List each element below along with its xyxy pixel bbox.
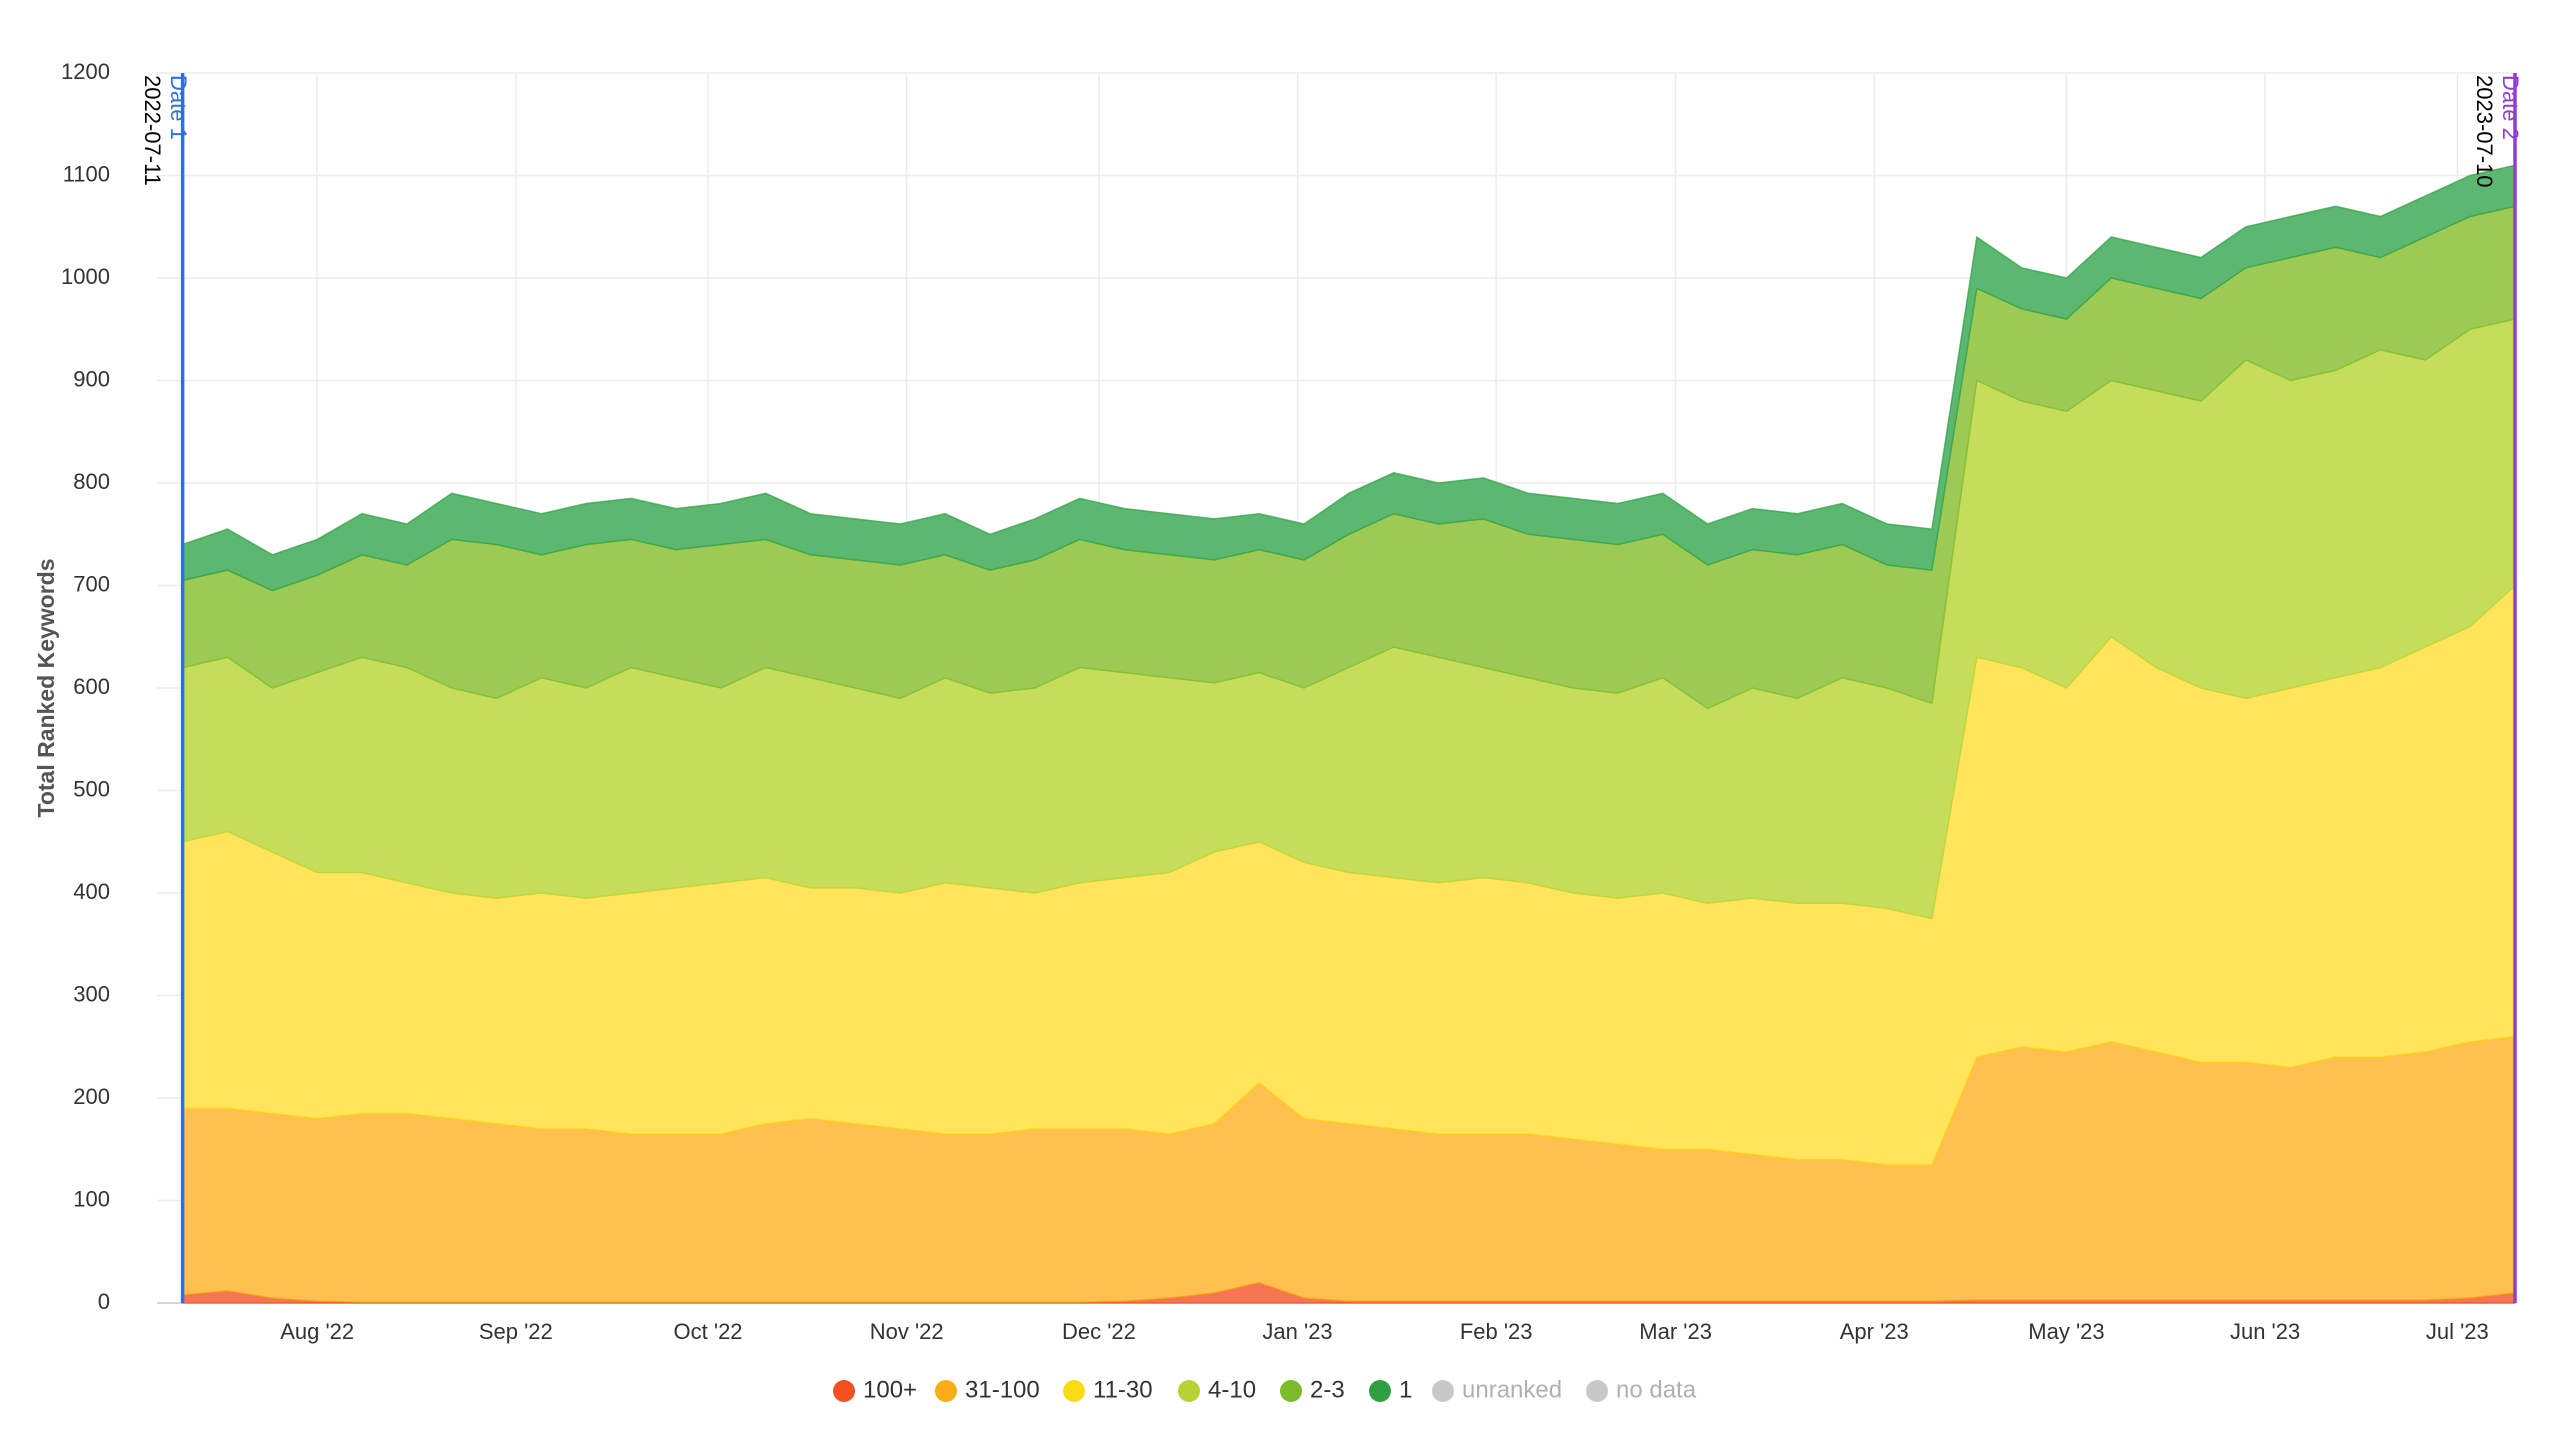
legend-dot xyxy=(1586,1380,1608,1402)
marker-label: Date 1 xyxy=(166,75,191,140)
x-tick-label: Apr '23 xyxy=(1840,1319,1909,1344)
legend-label: unranked xyxy=(1462,1376,1562,1403)
marker-date: 2023-07-10 xyxy=(2472,75,2497,188)
y-tick-label: 800 xyxy=(73,469,110,494)
x-tick-label: Sep '22 xyxy=(479,1319,553,1344)
legend-dot xyxy=(935,1380,957,1402)
y-tick-label: 1100 xyxy=(63,161,110,186)
y-tick-label: 1200 xyxy=(61,59,110,84)
legend-dot xyxy=(833,1380,855,1402)
y-tick-label: 900 xyxy=(73,366,110,391)
legend-label: no data xyxy=(1616,1376,1697,1403)
y-tick-label: 0 xyxy=(98,1289,110,1314)
x-tick-label: Mar '23 xyxy=(1639,1319,1712,1344)
marker-date: 2022-07-11 xyxy=(140,75,165,186)
legend-dot xyxy=(1432,1380,1454,1402)
y-tick-label: 1000 xyxy=(61,264,110,289)
x-tick-label: Feb '23 xyxy=(1460,1319,1533,1344)
x-tick-label: Dec '22 xyxy=(1062,1319,1136,1344)
legend-label: 1 xyxy=(1399,1376,1412,1403)
x-tick-label: Oct '22 xyxy=(674,1319,743,1344)
y-tick-label: 500 xyxy=(73,776,110,801)
legend-dot xyxy=(1178,1380,1200,1402)
legend-dot xyxy=(1280,1380,1302,1402)
marker-label: Date 2 xyxy=(2498,75,2523,140)
y-tick-label: 200 xyxy=(73,1084,110,1109)
legend-label: 100+ xyxy=(863,1376,917,1403)
x-tick-label: Nov '22 xyxy=(870,1319,944,1344)
y-tick-label: 300 xyxy=(73,981,110,1006)
legend-label: 2-3 xyxy=(1310,1376,1345,1403)
y-tick-label: 600 xyxy=(73,674,110,699)
x-tick-label: Jan '23 xyxy=(1262,1319,1332,1344)
legend-label: 4-10 xyxy=(1208,1376,1256,1403)
y-tick-label: 100 xyxy=(73,1186,110,1211)
x-tick-label: Jul '23 xyxy=(2426,1319,2489,1344)
y-tick-label: 700 xyxy=(73,571,110,596)
y-axis-label: Total Ranked Keywords xyxy=(33,558,59,817)
legend-label: 11-30 xyxy=(1093,1376,1153,1403)
legend-dot xyxy=(1369,1380,1391,1402)
y-tick-label: 400 xyxy=(73,879,110,904)
x-tick-label: Aug '22 xyxy=(280,1319,354,1344)
x-tick-label: Jun '23 xyxy=(2230,1319,2300,1344)
legend-dot xyxy=(1063,1380,1085,1402)
x-tick-label: May '23 xyxy=(2028,1319,2104,1344)
legend-label: 31-100 xyxy=(965,1376,1040,1403)
